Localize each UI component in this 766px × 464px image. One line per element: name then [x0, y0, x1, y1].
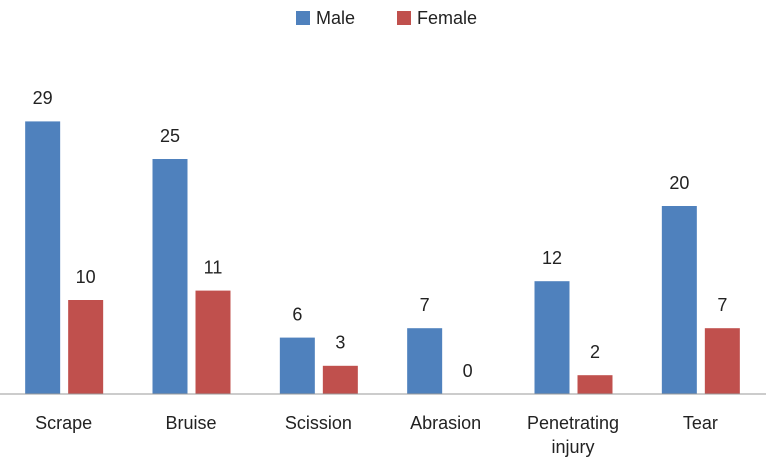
x-tick-label: Scission [284, 413, 352, 433]
value-label: 7 [717, 295, 727, 315]
bar [704, 328, 740, 394]
bar [577, 375, 613, 394]
x-tick-label: Penetrating injury [526, 413, 620, 457]
value-label: 3 [335, 333, 345, 353]
bar [534, 281, 570, 394]
x-tick-label: Scrape [35, 413, 93, 433]
legend-swatch [296, 11, 310, 25]
value-label: 11 [204, 257, 223, 277]
bar [322, 365, 358, 394]
bar [661, 206, 697, 394]
bar [407, 328, 443, 394]
bar [152, 159, 188, 394]
x-tick-label: Abrasion [410, 413, 482, 433]
value-label: 10 [76, 267, 96, 287]
value-label: 0 [463, 361, 473, 381]
legend-label: Female [417, 8, 477, 28]
legend-label: Male [316, 8, 355, 28]
value-label: 7 [420, 295, 430, 315]
bar [68, 300, 104, 394]
x-tick-label: Tear [682, 413, 718, 433]
bar [279, 337, 315, 394]
value-label: 6 [292, 304, 302, 324]
value-label: 20 [669, 173, 689, 193]
value-label: 29 [33, 88, 53, 108]
value-label: 25 [160, 126, 180, 146]
bar [195, 290, 231, 394]
x-tick-label: Bruise [165, 413, 217, 433]
value-label: 2 [590, 342, 600, 362]
bar [25, 121, 61, 395]
value-label: 12 [542, 248, 562, 268]
legend-swatch [397, 11, 411, 25]
